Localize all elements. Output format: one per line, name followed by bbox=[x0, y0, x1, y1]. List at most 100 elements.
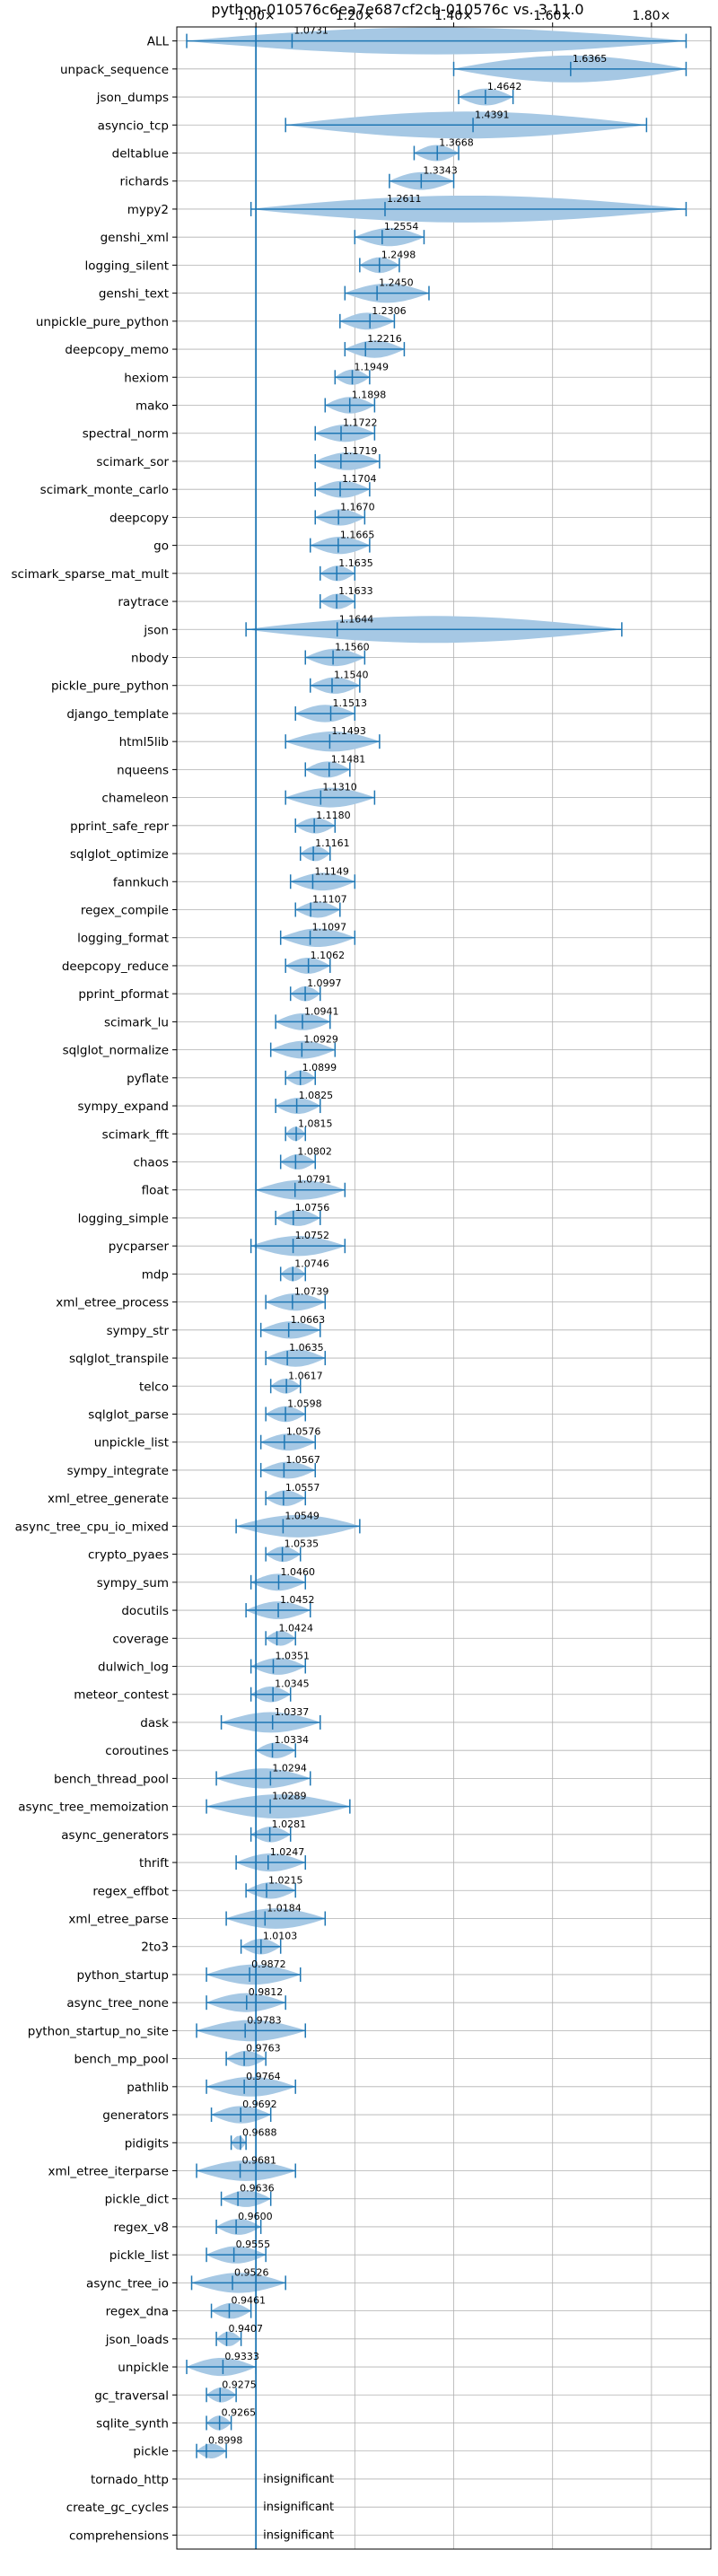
mean-value-label: 1.1149 bbox=[314, 865, 349, 877]
mean-value-label: 1.1560 bbox=[335, 642, 370, 653]
category-label: unpickle_pure_python bbox=[36, 315, 169, 329]
category-label: regex_v8 bbox=[113, 2221, 169, 2235]
category-label: mako bbox=[136, 399, 169, 414]
mean-value-label: 1.0351 bbox=[275, 1651, 310, 1662]
category-label: python_startup_no_site bbox=[28, 2024, 169, 2038]
category-label: asyncio_tcp bbox=[98, 118, 169, 133]
category-label: async_tree_memoization bbox=[18, 1801, 169, 1815]
category-label: sqlite_synth bbox=[96, 2417, 169, 2431]
mean-value-label: 1.3668 bbox=[439, 137, 474, 149]
mean-value-label: 0.9407 bbox=[228, 2323, 263, 2335]
mean-value-label: 1.0739 bbox=[294, 1286, 329, 1298]
mean-value-label: 1.0247 bbox=[270, 1846, 305, 1858]
mean-value-label: 1.2306 bbox=[372, 305, 407, 317]
category-label: deepcopy_memo bbox=[65, 343, 169, 357]
insignificant-label: insignificant bbox=[263, 2473, 334, 2486]
category-label: async_tree_io bbox=[86, 2276, 169, 2291]
mean-value-label: 1.0337 bbox=[275, 1706, 310, 1718]
mean-value-label: 1.4642 bbox=[487, 81, 522, 92]
mean-value-label: 0.9555 bbox=[236, 2239, 271, 2250]
mean-value-label: 1.0791 bbox=[297, 1174, 332, 1186]
mean-value-label: 1.0752 bbox=[295, 1230, 330, 1241]
mean-value-label: 0.9265 bbox=[222, 2407, 257, 2419]
category-label: pycparser bbox=[109, 1240, 170, 1254]
category-label: fannkuch bbox=[113, 875, 169, 889]
category-label: regex_effbot bbox=[92, 1884, 169, 1898]
mean-value-label: 1.0997 bbox=[307, 977, 342, 989]
category-label: logging_simple bbox=[78, 1212, 169, 1226]
category-label: coroutines bbox=[105, 1744, 169, 1758]
category-label: python_startup bbox=[76, 1968, 169, 1983]
mean-value-label: 0.9692 bbox=[242, 2098, 277, 2110]
category-label: deepcopy bbox=[109, 511, 169, 525]
mean-value-label: 0.9333 bbox=[224, 2351, 258, 2362]
mean-value-label: 1.1665 bbox=[340, 530, 375, 541]
mean-value-label: 1.1540 bbox=[334, 670, 369, 681]
category-label: bench_thread_pool bbox=[54, 1772, 169, 1786]
category-label: unpack_sequence bbox=[60, 63, 169, 77]
mean-value-label: 1.1722 bbox=[343, 417, 378, 429]
mean-value-label: 1.0825 bbox=[299, 1090, 334, 1101]
mean-value-label: 0.8998 bbox=[208, 2435, 243, 2447]
mean-value-label: 1.1097 bbox=[312, 922, 347, 933]
mean-value-label: 1.0899 bbox=[302, 1062, 337, 1073]
chart-title: python-010576c6ea7e687cf2cb-010576c vs. … bbox=[211, 1, 583, 18]
category-label: meteor_contest bbox=[74, 1688, 169, 1703]
category-label: html5lib bbox=[119, 735, 169, 749]
category-label: genshi_text bbox=[99, 287, 169, 302]
category-label: logging_format bbox=[77, 932, 169, 946]
category-label: telco bbox=[139, 1380, 169, 1394]
x-tick-label: 1.40× bbox=[434, 9, 473, 23]
mean-value-label: 1.0289 bbox=[272, 1791, 307, 1802]
category-label: float bbox=[142, 1184, 169, 1198]
mean-value-label: 0.9600 bbox=[238, 2211, 273, 2222]
category-label: dulwich_log bbox=[98, 1660, 169, 1675]
category-label: sqlglot_parse bbox=[88, 1408, 169, 1423]
category-label: mypy2 bbox=[127, 203, 169, 217]
x-tick-label: 1.20× bbox=[336, 9, 374, 23]
insignificant-label: insignificant bbox=[263, 2528, 334, 2542]
category-label: ALL bbox=[147, 35, 170, 49]
mean-value-label: 1.1062 bbox=[311, 950, 346, 961]
category-label: deepcopy_reduce bbox=[62, 959, 169, 974]
category-label: pickle bbox=[133, 2445, 169, 2459]
mean-value-label: 1.0557 bbox=[285, 1482, 320, 1494]
category-label: richards bbox=[120, 175, 169, 189]
mean-value-label: 1.4391 bbox=[475, 109, 510, 120]
mean-value-label: 1.1493 bbox=[331, 725, 366, 737]
mean-value-label: 1.2216 bbox=[367, 333, 402, 345]
category-label: pickle_list bbox=[109, 2248, 169, 2263]
category-label: crypto_pyaes bbox=[88, 1548, 169, 1563]
mean-value-label: 0.9681 bbox=[242, 2155, 277, 2167]
mean-value-label: 1.0941 bbox=[304, 1005, 339, 1017]
category-label: comprehensions bbox=[69, 2528, 169, 2543]
category-label: scimark_lu bbox=[104, 1015, 169, 1030]
mean-value-label: 1.0215 bbox=[268, 1874, 303, 1886]
category-label: bench_mp_pool bbox=[74, 2053, 169, 2067]
category-label: sympy_integrate bbox=[67, 1464, 169, 1478]
mean-value-label: 1.0549 bbox=[285, 1510, 320, 1521]
category-label: raytrace bbox=[118, 595, 169, 609]
mean-value-label: 1.1107 bbox=[312, 894, 347, 906]
mean-value-label: 1.1635 bbox=[338, 557, 373, 569]
category-label: logging_silent bbox=[85, 258, 169, 273]
mean-value-label: 1.2611 bbox=[387, 193, 422, 205]
mean-value-label: 0.9636 bbox=[240, 2183, 275, 2195]
category-label: chaos bbox=[133, 1156, 169, 1170]
mean-value-label: 1.0756 bbox=[295, 1202, 330, 1214]
mean-value-label: 0.9763 bbox=[246, 2043, 281, 2055]
mean-value-label: 1.0576 bbox=[286, 1426, 321, 1438]
plot-frame bbox=[176, 26, 712, 2550]
mean-value-label: 1.0617 bbox=[288, 1370, 323, 1381]
category-label: chameleon bbox=[101, 792, 169, 806]
category-label: pickle_dict bbox=[105, 2193, 169, 2207]
mean-value-label: 0.9764 bbox=[246, 2071, 281, 2082]
mean-value-label: 1.0598 bbox=[287, 1398, 322, 1410]
mean-value-label: 1.1180 bbox=[316, 810, 351, 821]
category-label: unpickle_list bbox=[94, 1436, 169, 1450]
mean-value-label: 1.1670 bbox=[340, 501, 375, 513]
mean-value-label: 1.6365 bbox=[573, 53, 608, 65]
mean-value-label: 1.0345 bbox=[275, 1678, 310, 1690]
category-label: nqueens bbox=[117, 763, 169, 777]
